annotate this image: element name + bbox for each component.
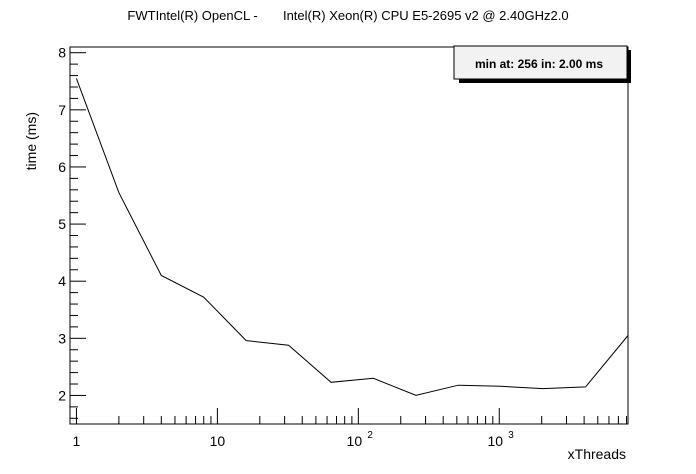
y-tick-label: 6 (58, 159, 66, 175)
y-axis: 2 3 4 5 6 7 8 (58, 45, 86, 419)
y-tick-label: 8 (58, 45, 66, 61)
x-tick-label: 1 (73, 433, 81, 449)
y-tick-label: 3 (58, 330, 66, 346)
x-tick-label: 10 (210, 433, 226, 449)
y-axis-title: time (ms) (23, 112, 39, 170)
series-line (75, 78, 629, 396)
chart-title: FWTIntel(R) OpenCL - Intel(R) Xeon(R) CP… (127, 8, 568, 23)
x-tick-label: 10 (347, 433, 363, 449)
legend-box: min at: 256 in: 2.00 ms (453, 45, 631, 83)
y-tick-label: 4 (58, 273, 66, 289)
x-tick-exponent: 3 (508, 430, 514, 441)
plot-frame (69, 46, 629, 425)
y-tick-label: 2 (58, 387, 66, 403)
y-tick-label: 5 (58, 216, 66, 232)
legend-text: min at: 256 in: 2.00 ms (475, 57, 603, 71)
x-axis: 1 10 10 2 10 3 (73, 408, 628, 449)
x-tick-exponent: 2 (367, 430, 373, 441)
y-tick-label: 7 (58, 102, 66, 118)
x-tick-label: 10 (487, 433, 503, 449)
x-axis-title: xThreads (568, 446, 626, 462)
